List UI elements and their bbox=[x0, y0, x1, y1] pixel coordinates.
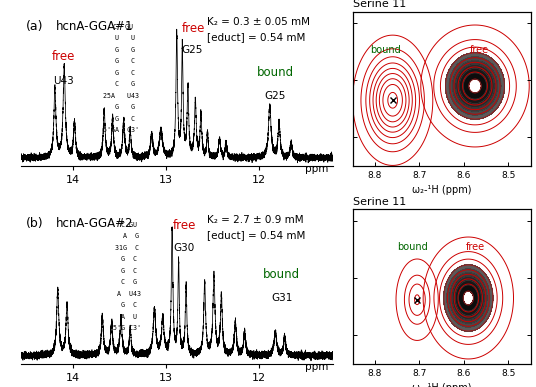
Text: C GU: C GU bbox=[116, 221, 137, 228]
Text: G25: G25 bbox=[181, 45, 203, 55]
Text: G   G: G G bbox=[107, 104, 135, 110]
Text: free: free bbox=[465, 242, 485, 252]
Text: C  G: C G bbox=[116, 279, 137, 285]
Text: 5'GA  C3': 5'GA C3' bbox=[103, 127, 139, 134]
Text: A  G: A G bbox=[115, 233, 138, 239]
Text: (a): (a) bbox=[26, 20, 43, 33]
Text: ppm: ppm bbox=[305, 164, 329, 174]
Text: bound: bound bbox=[257, 66, 294, 79]
Text: Serine 11: Serine 11 bbox=[353, 197, 406, 207]
Text: free: free bbox=[173, 219, 196, 232]
Text: G  C: G C bbox=[116, 256, 137, 262]
Text: bound: bound bbox=[370, 45, 401, 55]
Text: bound: bound bbox=[263, 268, 300, 281]
Text: C   G: C G bbox=[107, 81, 135, 87]
Text: U   U: U U bbox=[107, 35, 135, 41]
Text: ppm: ppm bbox=[305, 362, 329, 372]
Text: K₂ = 0.3 ± 0.05 mM: K₂ = 0.3 ± 0.05 mM bbox=[207, 17, 310, 27]
Text: A  U: A U bbox=[116, 313, 137, 320]
Text: G   C: G C bbox=[107, 70, 135, 76]
Text: [educt] = 0.54 mM: [educt] = 0.54 mM bbox=[207, 32, 306, 42]
Text: G   C: G C bbox=[107, 58, 135, 64]
Text: free: free bbox=[51, 50, 75, 63]
Text: (b): (b) bbox=[26, 217, 44, 230]
Text: G  C: G C bbox=[116, 302, 137, 308]
Text: U43: U43 bbox=[53, 76, 73, 86]
Text: G25: G25 bbox=[265, 91, 286, 101]
Text: free: free bbox=[181, 22, 205, 35]
Text: G  C: G C bbox=[116, 267, 137, 274]
Text: C  GU: C GU bbox=[109, 24, 133, 30]
Text: A  U43: A U43 bbox=[113, 291, 140, 296]
Text: 5'G C3': 5'G C3' bbox=[113, 325, 140, 331]
Text: G   C: G C bbox=[107, 116, 135, 122]
Text: G   G: G G bbox=[107, 47, 135, 53]
X-axis label: ω₂-¹H (ppm): ω₂-¹H (ppm) bbox=[412, 383, 471, 387]
Text: 31G  C: 31G C bbox=[115, 245, 138, 250]
Text: 25A   U43: 25A U43 bbox=[103, 93, 139, 99]
Text: G31: G31 bbox=[271, 293, 293, 303]
Text: [educt] = 0.54 mM: [educt] = 0.54 mM bbox=[207, 229, 306, 240]
Text: hcnA-GGA#2: hcnA-GGA#2 bbox=[56, 217, 133, 230]
Text: G30: G30 bbox=[173, 243, 194, 253]
X-axis label: ω₂-¹H (ppm): ω₂-¹H (ppm) bbox=[412, 185, 471, 195]
Text: bound: bound bbox=[397, 242, 428, 252]
Text: free: free bbox=[470, 45, 489, 55]
Text: Serine 11: Serine 11 bbox=[353, 0, 406, 9]
Text: hcnA-GGA#1: hcnA-GGA#1 bbox=[56, 20, 133, 33]
Text: K₂ = 2.7 ± 0.9 mM: K₂ = 2.7 ± 0.9 mM bbox=[207, 215, 304, 225]
